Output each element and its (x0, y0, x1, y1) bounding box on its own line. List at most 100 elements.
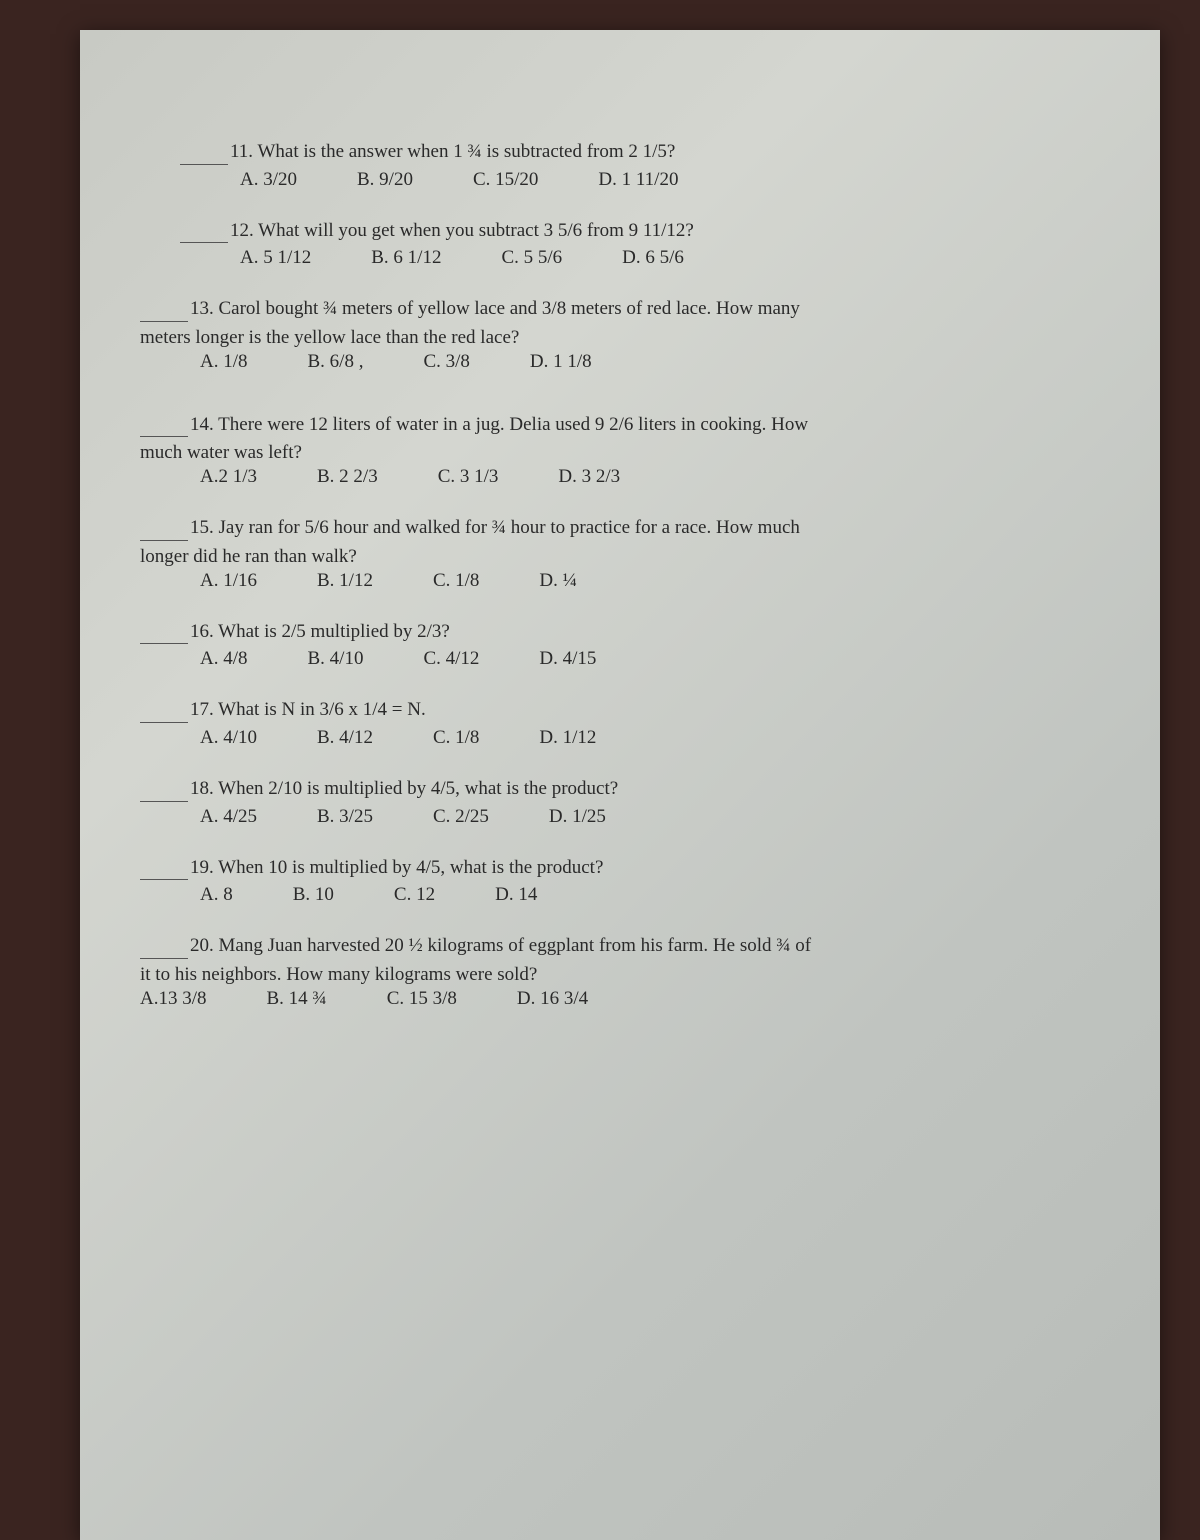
option-a: A.2 1/3 (200, 466, 257, 488)
question-text: 19. When 10 is multiplied by 4/5, what i… (140, 856, 1090, 881)
question-text: 14. There were 12 liters of water in a j… (140, 413, 1090, 438)
option-a: A. 3/20 (240, 169, 297, 191)
option-d: D. 16 3/4 (517, 988, 588, 1010)
option-b: B. 3/25 (317, 806, 373, 828)
question-15: 15. Jay ran for 5/6 hour and walked for … (140, 516, 1090, 591)
option-b: B. 6 1/12 (371, 247, 441, 269)
option-c: C. 2/25 (433, 806, 489, 828)
question-text: 18. When 2/10 is multiplied by 4/5, what… (140, 777, 1090, 802)
option-b: B. 14 ¾ (267, 988, 327, 1010)
option-d: D. 1 1/8 (530, 351, 592, 373)
question-number: 13 (190, 298, 209, 319)
worksheet-paper: 11. What is the answer when 1 ¾ is subtr… (80, 30, 1160, 1540)
option-d: D. ¼ (539, 570, 576, 592)
option-a: A.13 3/8 (140, 988, 207, 1010)
answer-blank[interactable] (180, 164, 228, 165)
option-c: C. 1/8 (433, 727, 479, 749)
option-b: B. 1/12 (317, 570, 373, 592)
option-b: B. 2 2/3 (317, 466, 378, 488)
question-20: 20. Mang Juan harvested 20 ½ kilograms o… (140, 934, 1090, 1009)
question-text-line2: much water was left? (140, 441, 1090, 466)
question-number: 20 (190, 935, 209, 956)
question-number: 11 (230, 141, 248, 162)
option-c: C. 5 5/6 (501, 247, 562, 269)
options-row: A. 3/20 B. 9/20 C. 15/20 D. 1 11/20 (180, 169, 1090, 191)
question-body: There were 12 liters of water in a jug. … (218, 414, 808, 435)
question-text: 17. What is N in 3/6 x 1/4 = N. (140, 698, 1090, 723)
option-d: D. 1 11/20 (598, 169, 678, 191)
question-number: 15 (190, 517, 209, 538)
option-c: C. 3 1/3 (438, 466, 499, 488)
answer-blank[interactable] (140, 643, 188, 644)
answer-blank[interactable] (140, 958, 188, 959)
option-c: C. 1/8 (433, 570, 479, 592)
options-row: A. 1/16 B. 1/12 C. 1/8 D. ¼ (140, 570, 1090, 592)
question-text: 20. Mang Juan harvested 20 ½ kilograms o… (140, 934, 1090, 959)
options-row: A. 4/8 B. 4/10 C. 4/12 D. 4/15 (140, 648, 1090, 670)
option-d: D. 6 5/6 (622, 247, 684, 269)
question-text-line2: longer did he ran than walk? (140, 545, 1090, 570)
question-14: 14. There were 12 liters of water in a j… (140, 413, 1090, 488)
option-b: B. 6/8 , (308, 351, 364, 373)
options-row: A.2 1/3 B. 2 2/3 C. 3 1/3 D. 3 2/3 (140, 466, 1090, 488)
question-body: What is N in 3/6 x 1/4 = N. (218, 699, 426, 720)
question-number: 18 (190, 778, 209, 799)
option-c: C. 12 (394, 884, 435, 906)
question-text-line2: it to his neighbors. How many kilograms … (140, 963, 1090, 988)
option-d: D. 14 (495, 884, 537, 906)
question-number: 14 (190, 414, 209, 435)
options-row: A.13 3/8 B. 14 ¾ C. 15 3/8 D. 16 3/4 (140, 988, 1090, 1010)
option-a: A. 4/8 (200, 648, 248, 670)
option-c: C. 15 3/8 (387, 988, 457, 1010)
option-a: A. 4/10 (200, 727, 257, 749)
question-text: 12. What will you get when you subtract … (180, 219, 1090, 244)
question-text: 15. Jay ran for 5/6 hour and walked for … (140, 516, 1090, 541)
question-17: 17. What is N in 3/6 x 1/4 = N. A. 4/10 … (140, 698, 1090, 749)
question-number: 12 (230, 220, 249, 241)
option-c: C. 4/12 (423, 648, 479, 670)
answer-blank[interactable] (140, 801, 188, 802)
question-19: 19. When 10 is multiplied by 4/5, what i… (140, 856, 1090, 907)
option-d: D. 1/25 (549, 806, 606, 828)
option-b: B. 4/10 (308, 648, 364, 670)
option-a: A. 1/16 (200, 570, 257, 592)
question-11: 11. What is the answer when 1 ¾ is subtr… (140, 140, 1090, 191)
option-a: A. 1/8 (200, 351, 248, 373)
option-d: D. 3 2/3 (558, 466, 620, 488)
answer-blank[interactable] (140, 879, 188, 880)
question-body: When 10 is multiplied by 4/5, what is th… (218, 857, 603, 878)
option-d: D. 1/12 (539, 727, 596, 749)
answer-blank[interactable] (140, 540, 188, 541)
question-body: Jay ran for 5/6 hour and walked for ¾ ho… (219, 517, 800, 538)
question-text: 16. What is 2/5 multiplied by 2/3? (140, 620, 1090, 645)
question-body: What will you get when you subtract 3 5/… (258, 220, 694, 241)
question-body: Mang Juan harvested 20 ½ kilograms of eg… (219, 935, 812, 956)
option-c: C. 3/8 (423, 351, 469, 373)
options-row: A. 8 B. 10 C. 12 D. 14 (140, 884, 1090, 906)
answer-blank[interactable] (180, 242, 228, 243)
question-body: What is the answer when 1 ¾ is subtracte… (257, 141, 675, 162)
question-13: 13. Carol bought ¾ meters of yellow lace… (140, 297, 1090, 372)
option-b: B. 9/20 (357, 169, 413, 191)
question-text: 13. Carol bought ¾ meters of yellow lace… (140, 297, 1090, 322)
question-text-line2: meters longer is the yellow lace than th… (140, 326, 1090, 351)
options-row: A. 4/10 B. 4/12 C. 1/8 D. 1/12 (140, 727, 1090, 749)
answer-blank[interactable] (140, 436, 188, 437)
question-text: 11. What is the answer when 1 ¾ is subtr… (180, 140, 1090, 165)
question-16: 16. What is 2/5 multiplied by 2/3? A. 4/… (140, 620, 1090, 671)
option-a: A. 8 (200, 884, 233, 906)
question-number: 19 (190, 857, 209, 878)
question-number: 16 (190, 621, 209, 642)
question-12: 12. What will you get when you subtract … (140, 219, 1090, 270)
option-a: A. 4/25 (200, 806, 257, 828)
answer-blank[interactable] (140, 722, 188, 723)
options-row: A. 1/8 B. 6/8 , C. 3/8 D. 1 1/8 (140, 351, 1090, 373)
options-row: A. 5 1/12 B. 6 1/12 C. 5 5/6 D. 6 5/6 (180, 247, 1090, 269)
question-body: What is 2/5 multiplied by 2/3? (218, 621, 450, 642)
question-body: Carol bought ¾ meters of yellow lace and… (219, 298, 800, 319)
answer-blank[interactable] (140, 321, 188, 322)
option-b: B. 4/12 (317, 727, 373, 749)
question-body: When 2/10 is multiplied by 4/5, what is … (218, 778, 618, 799)
question-18: 18. When 2/10 is multiplied by 4/5, what… (140, 777, 1090, 828)
option-d: D. 4/15 (539, 648, 596, 670)
